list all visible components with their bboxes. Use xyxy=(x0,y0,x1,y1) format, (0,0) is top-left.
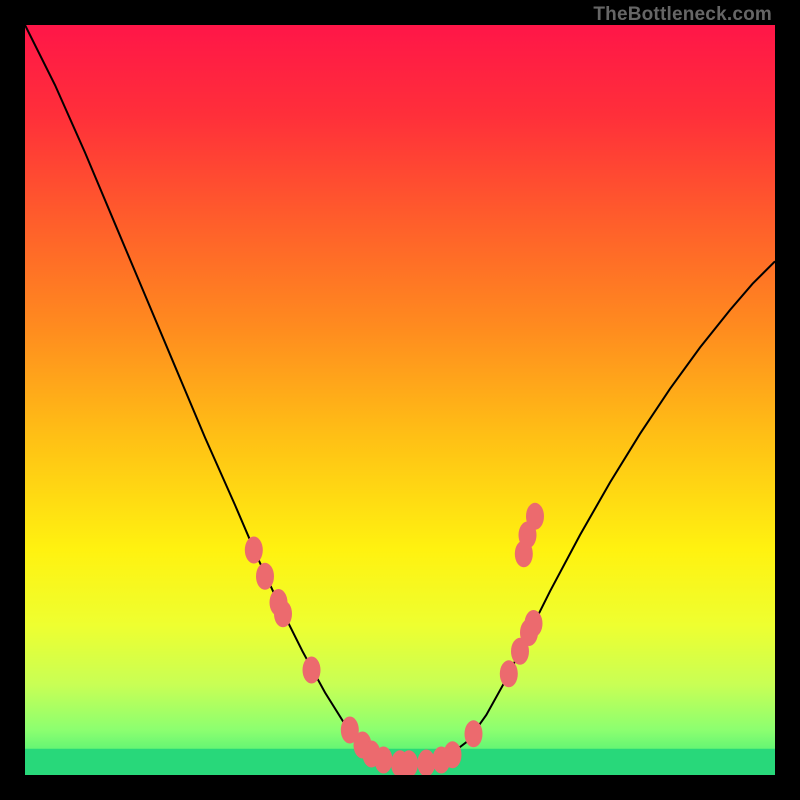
chart-marker xyxy=(256,563,274,590)
bottleneck-chart xyxy=(25,25,775,775)
chart-marker xyxy=(500,660,518,687)
chart-marker xyxy=(303,657,321,684)
chart-marker xyxy=(245,537,263,564)
chart-frame: TheBottleneck.com xyxy=(0,0,800,800)
chart-marker xyxy=(444,741,462,768)
chart-marker xyxy=(274,600,292,627)
chart-marker xyxy=(526,503,544,530)
watermark-text: TheBottleneck.com xyxy=(593,4,772,26)
chart-marker xyxy=(465,720,483,747)
chart-marker xyxy=(525,610,543,637)
chart-marker xyxy=(375,747,393,774)
